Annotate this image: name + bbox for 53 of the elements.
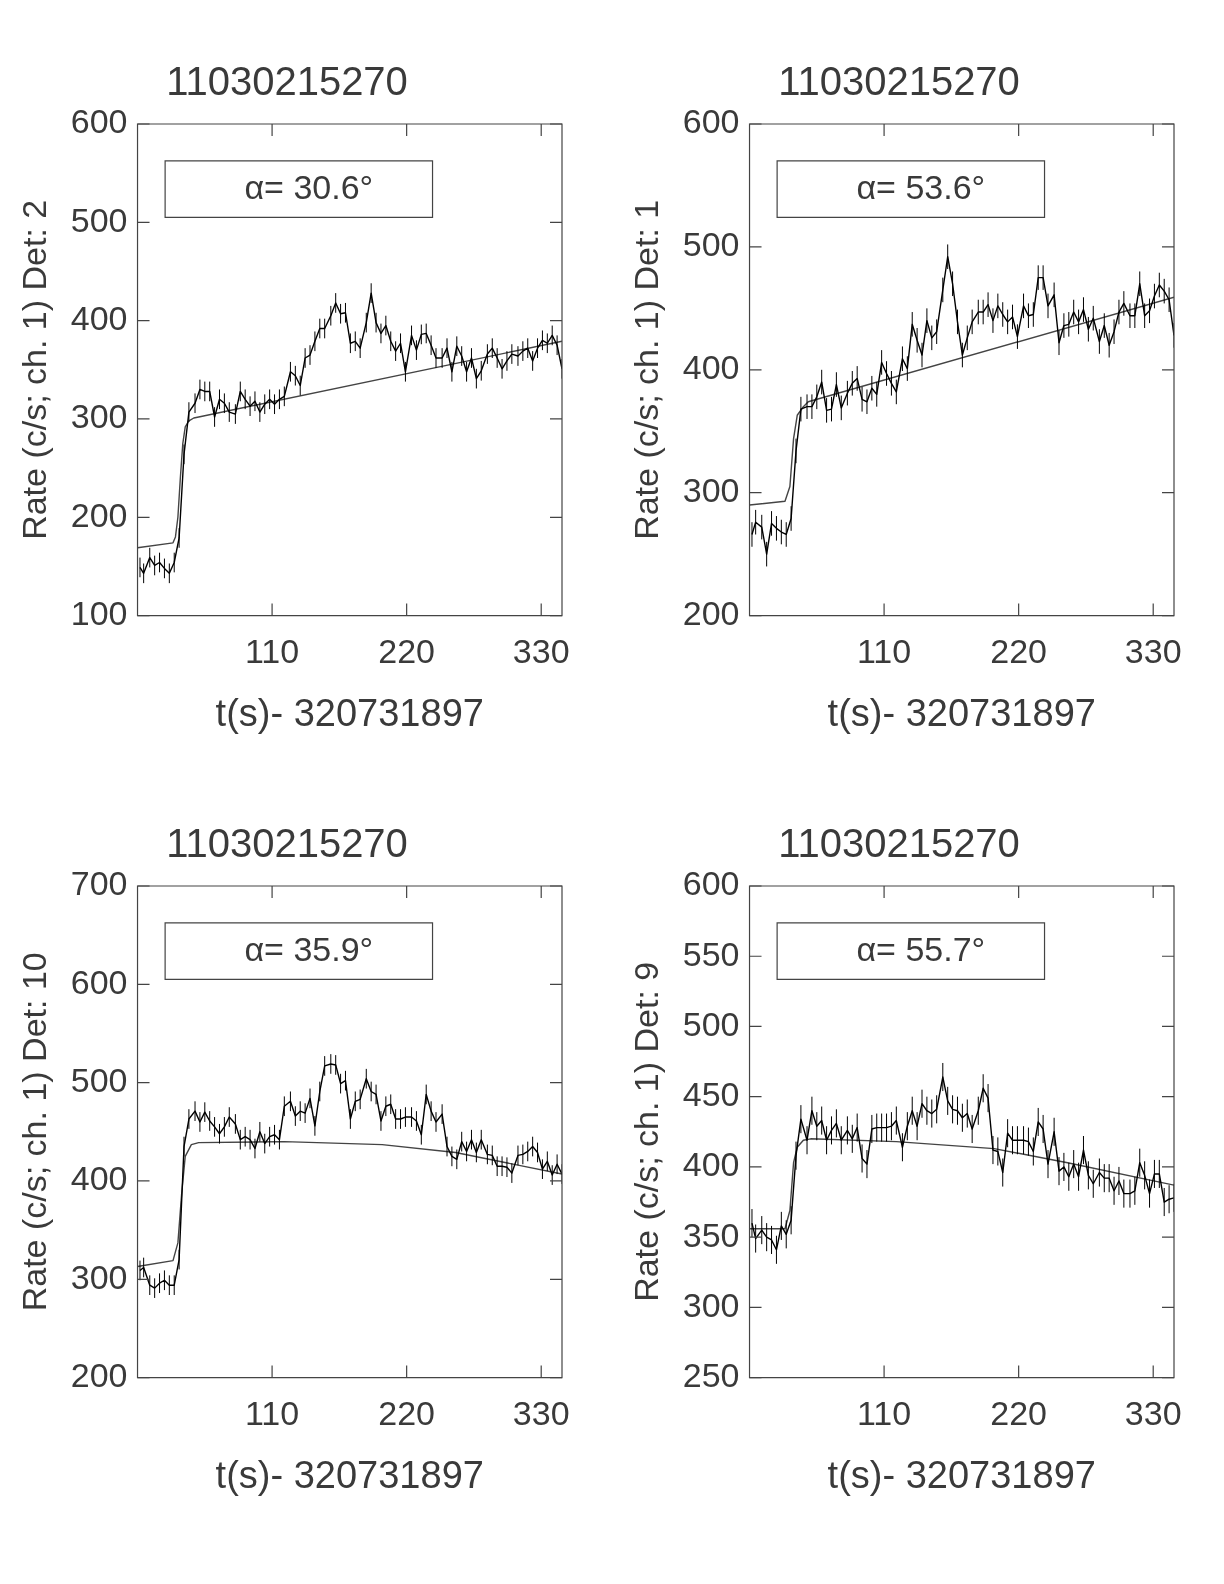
y-tick-label: 700 — [70, 864, 128, 903]
annotation: α= 53.6° — [856, 167, 986, 206]
y-axis-title: Rate (c/s; ch. 1) Det: 1 — [626, 199, 665, 540]
annotation: α= 55.7° — [856, 929, 986, 968]
x-tick-label: 220 — [378, 1394, 436, 1433]
y-axis-title: Rate (c/s; ch. 1) Det: 9 — [626, 961, 665, 1302]
y-tick-label: 600 — [70, 102, 128, 141]
chart-title: 11030215270 — [166, 59, 408, 104]
y-tick-label: 300 — [682, 1285, 740, 1324]
y-tick-label: 250 — [682, 1355, 740, 1394]
x-tick-label: 330 — [512, 632, 570, 671]
x-tick-label: 110 — [244, 1394, 300, 1433]
y-tick-label: 200 — [70, 1355, 128, 1394]
y-tick-label: 100 — [70, 593, 128, 632]
y-tick-label: 500 — [682, 1004, 740, 1043]
y-tick-label: 400 — [682, 348, 740, 387]
x-axis-title: t(s)- 320731897 — [215, 691, 484, 734]
annotation: α= 35.9° — [244, 929, 374, 968]
y-tick-label: 600 — [682, 864, 740, 903]
x-axis-title: t(s)- 320731897 — [215, 1453, 484, 1496]
y-tick-label: 600 — [70, 962, 128, 1001]
x-tick-label: 110 — [856, 1394, 912, 1433]
y-axis-title: Rate (c/s; ch. 1) Det: 10 — [14, 952, 53, 1312]
y-tick-label: 300 — [70, 397, 128, 436]
chart-title: 11030215270 — [778, 59, 1020, 104]
x-tick-label: 330 — [512, 1394, 570, 1433]
y-tick-label: 400 — [70, 299, 128, 338]
annotation: α= 30.6° — [244, 167, 374, 206]
y-tick-label: 500 — [682, 225, 740, 264]
x-tick-label: 220 — [990, 1394, 1048, 1433]
x-tick-label: 330 — [1124, 1394, 1182, 1433]
x-axis-title: t(s)- 320731897 — [827, 691, 1096, 734]
y-tick-label: 400 — [70, 1159, 128, 1198]
x-axis-title: t(s)- 320731897 — [827, 1453, 1096, 1496]
x-tick-label: 110 — [244, 632, 300, 671]
chart-title: 11030215270 — [166, 821, 408, 866]
x-tick-label: 330 — [1124, 632, 1182, 671]
x-tick-label: 220 — [990, 632, 1048, 671]
chart-title: 11030215270 — [778, 821, 1020, 866]
y-tick-label: 500 — [70, 1061, 128, 1100]
y-tick-label: 400 — [682, 1145, 740, 1184]
y-tick-label: 200 — [70, 495, 128, 534]
y-tick-label: 300 — [70, 1257, 128, 1296]
y-tick-label: 300 — [682, 471, 740, 510]
x-tick-label: 220 — [378, 632, 436, 671]
y-tick-label: 350 — [682, 1215, 740, 1254]
y-tick-label: 200 — [682, 593, 740, 632]
y-tick-label: 450 — [682, 1075, 740, 1114]
y-tick-label: 600 — [682, 102, 740, 141]
x-tick-label: 110 — [856, 632, 912, 671]
y-tick-label: 550 — [682, 934, 740, 973]
y-axis-title: Rate (c/s; ch. 1) Det: 2 — [14, 199, 53, 540]
y-tick-label: 500 — [70, 200, 128, 239]
